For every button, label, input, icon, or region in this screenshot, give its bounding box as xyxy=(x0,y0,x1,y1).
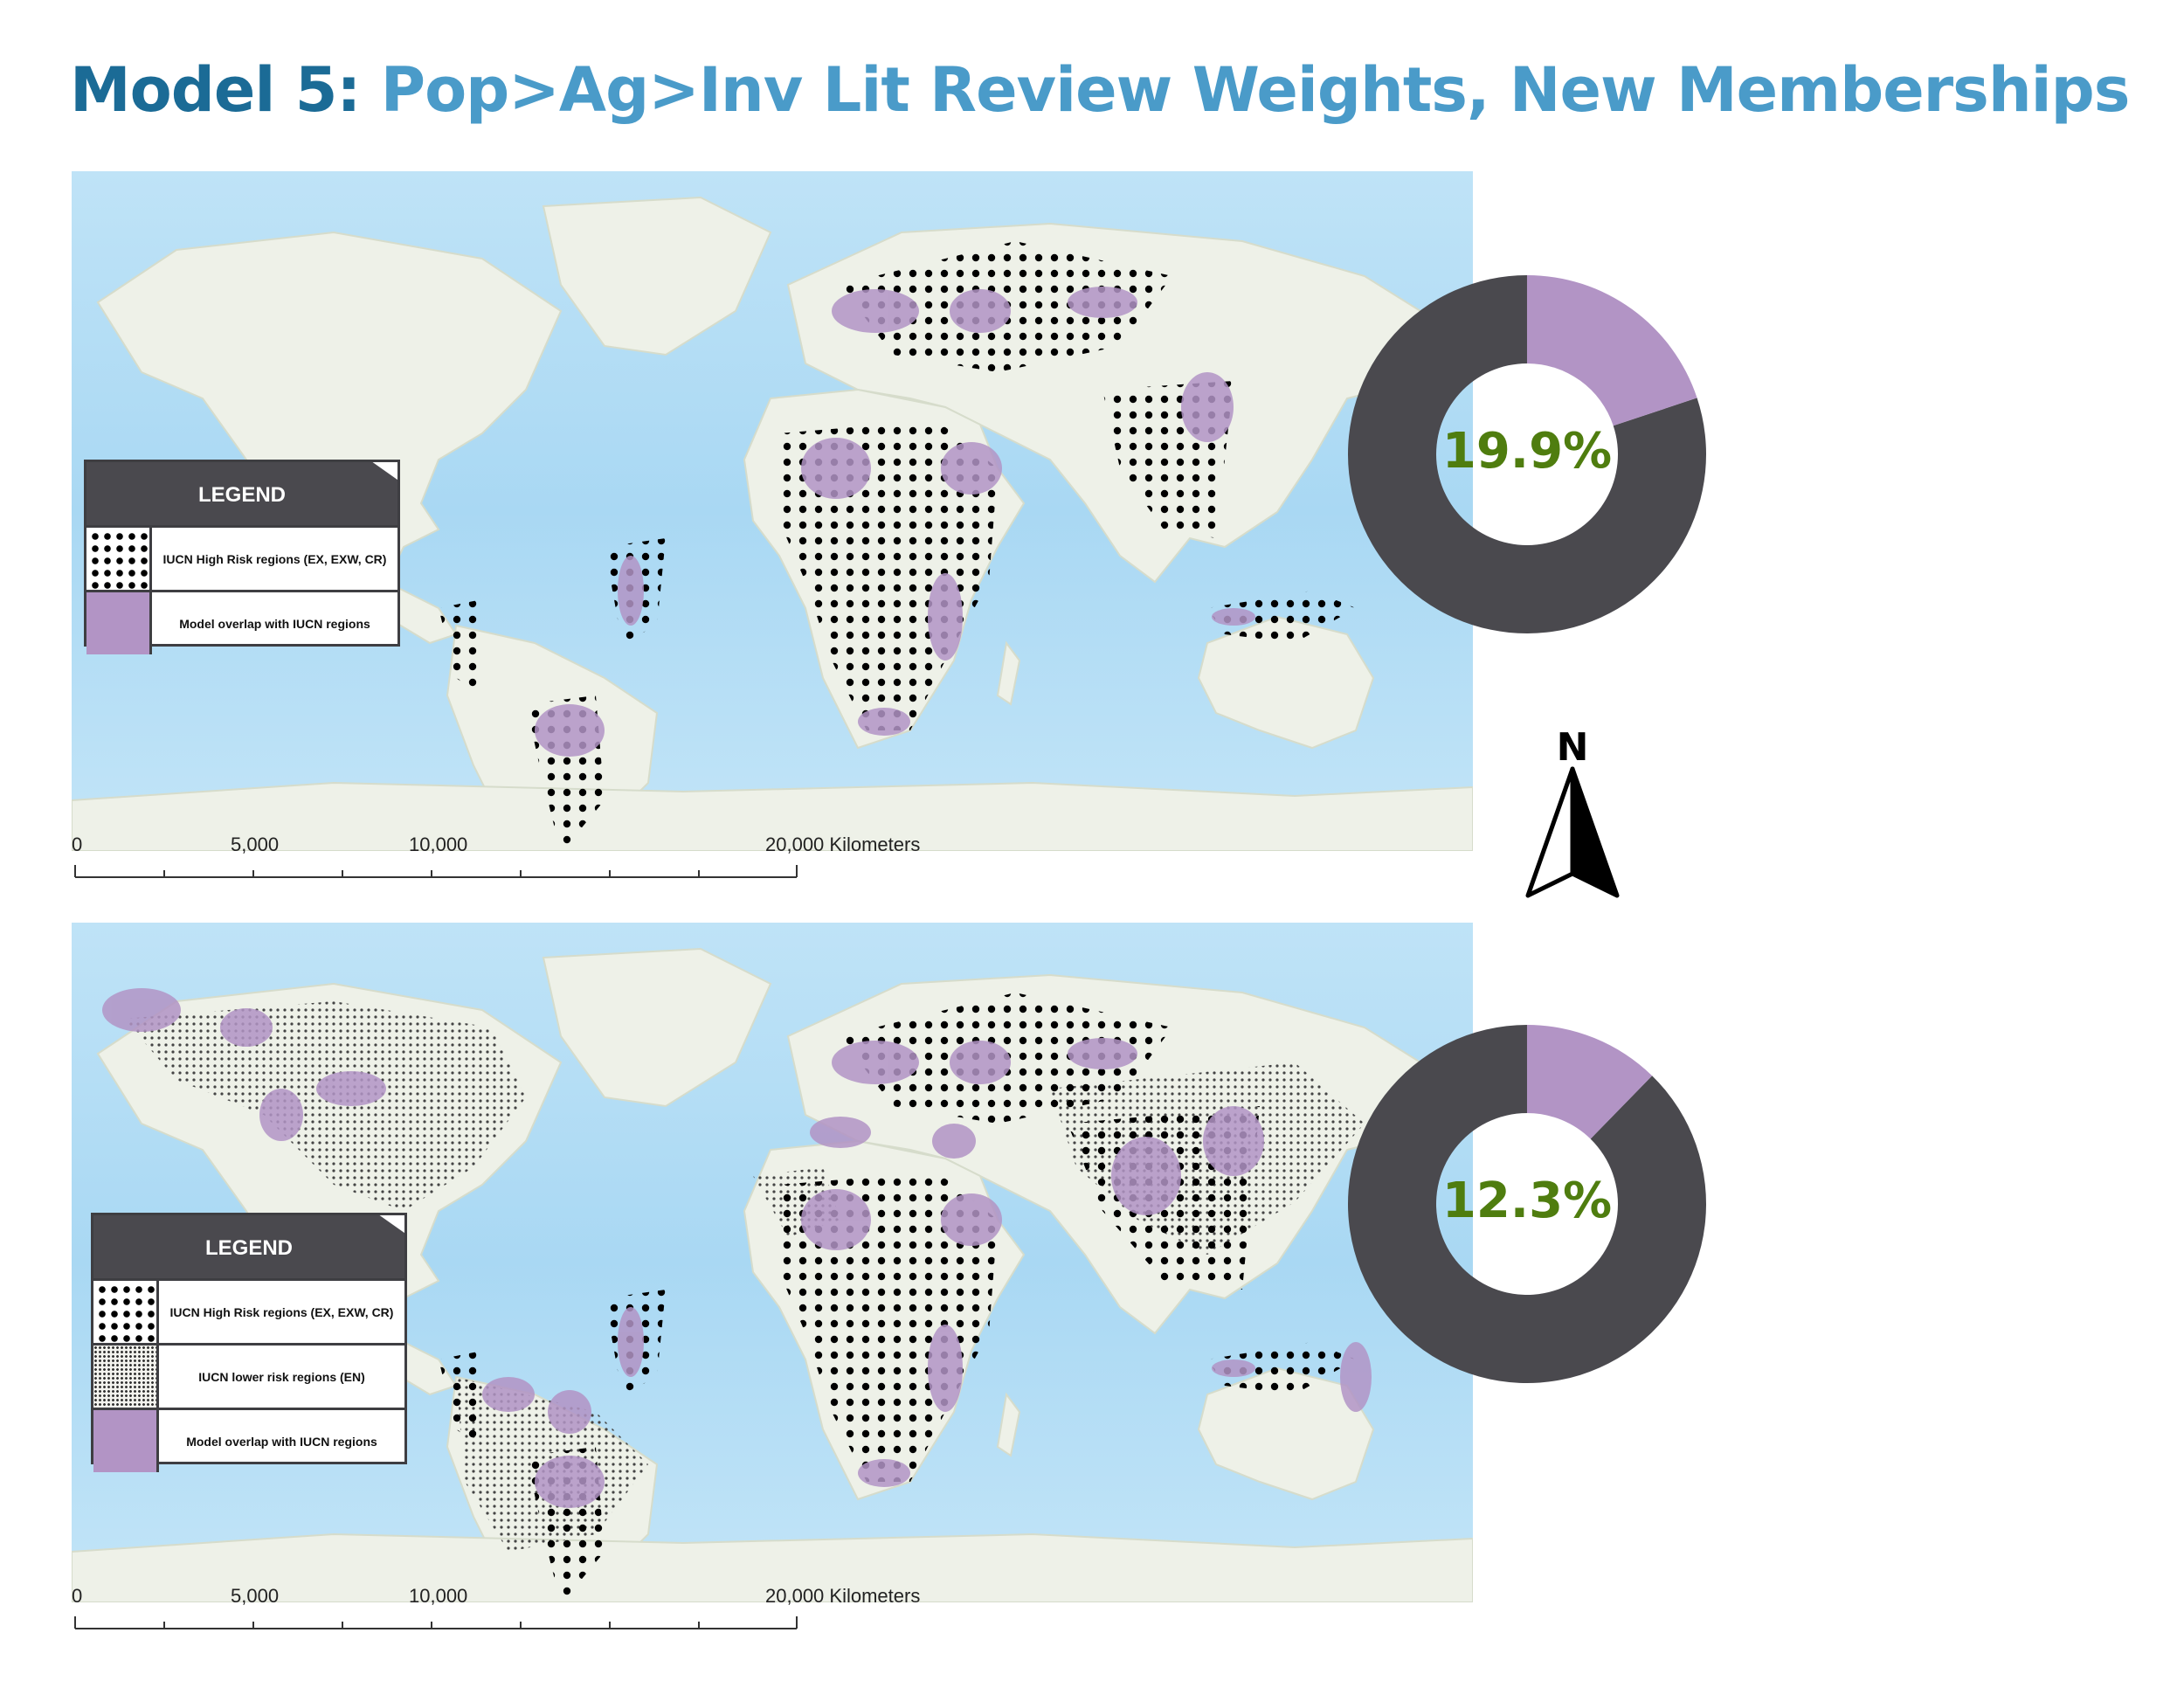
scale-tick-label: 5,000 xyxy=(231,1585,280,1607)
bottom-legend-label-overlap: Model overlap with IUCN regions xyxy=(186,1434,377,1449)
bottom-legend-item-high-risk: IUCN High Risk regions (EX, EXW, CR) xyxy=(93,1278,404,1343)
scale-tick-label: 0 xyxy=(72,834,83,855)
title-model-description: Pop>Ag>Inv Lit Review Weights, New Membe… xyxy=(380,54,2131,126)
bottom-legend-label-high-risk: IUCN High Risk regions (EX, EXW, CR) xyxy=(169,1304,394,1319)
bottom-overlap-donut xyxy=(1348,1025,1706,1383)
top-legend-item-overlap: Model overlap with IUCN regions xyxy=(86,590,397,654)
bottom-legend-label-lower-risk: IUCN lower risk regions (EN) xyxy=(198,1369,365,1384)
donut-remainder-slice xyxy=(1348,275,1706,633)
top-overlap-percent: 19.9% xyxy=(1441,423,1613,480)
scale-ruler xyxy=(74,1616,798,1629)
scale-tick-label: 5,000 xyxy=(231,834,280,855)
donut-overlap-slice xyxy=(1527,1025,1653,1139)
overlap-swatch xyxy=(93,1410,159,1472)
scale-tick-label: 10,000 xyxy=(409,1585,468,1607)
bottom-legend-item-overlap: Model overlap with IUCN regions xyxy=(93,1408,404,1472)
north-arrow-icon: N xyxy=(1525,725,1620,898)
madagascar xyxy=(996,1392,1021,1457)
donut-overlap-slice xyxy=(1527,275,1697,426)
lower-risk-swatch xyxy=(93,1346,159,1408)
north-label: N xyxy=(1557,725,1589,770)
bottom-map-legend: LEGEND IUCN High Risk regions (EX, EXW, … xyxy=(91,1213,407,1472)
bottom-world-map[interactable]: LEGEND IUCN High Risk regions (EX, EXW, … xyxy=(72,923,1473,1602)
madagascar xyxy=(996,640,1021,706)
top-legend-label-high-risk: IUCN High Risk regions (EX, EXW, CR) xyxy=(162,551,387,566)
top-world-map[interactable]: LEGEND IUCN High Risk regions (EX, EXW, … xyxy=(72,171,1473,851)
top-map-legend: LEGEND IUCN High Risk regions (EX, EXW, … xyxy=(84,460,400,654)
antarctica xyxy=(72,1532,1473,1602)
antarctica xyxy=(72,781,1473,851)
bottom-overlap-percent: 12.3% xyxy=(1441,1173,1613,1229)
scale-tick-label: 0 xyxy=(72,1585,83,1607)
scale-tick-label: 10,000 xyxy=(409,834,468,855)
scale-tick-label: 20,000 Kilometers xyxy=(765,834,921,855)
model-overlap-regions xyxy=(535,287,1255,757)
page-title: Model 5: Pop>Ag>Inv Lit Review Weights, … xyxy=(70,54,2131,126)
top-map-graphic xyxy=(72,171,1473,851)
greenland xyxy=(542,947,772,1108)
top-scale-bar: 0 5,000 10,000 20,000 Kilometers xyxy=(72,828,920,889)
bottom-legend-item-lower-risk: IUCN lower risk regions (EN) xyxy=(93,1343,404,1408)
greenland xyxy=(542,196,772,356)
bottom-scale-bar: 0 5,000 10,000 20,000 Kilometers xyxy=(72,1580,920,1641)
top-legend-item-high-risk: IUCN High Risk regions (EX, EXW, CR) xyxy=(86,525,397,590)
high-risk-swatch xyxy=(86,528,152,590)
donut-remainder-slice xyxy=(1348,1025,1706,1383)
top-overlap-donut xyxy=(1348,275,1706,633)
scale-ruler xyxy=(74,865,798,878)
north-america xyxy=(96,231,563,584)
top-legend-heading: LEGEND xyxy=(86,462,397,525)
scale-tick-label: 20,000 Kilometers xyxy=(765,1585,921,1607)
high-risk-swatch xyxy=(93,1281,159,1343)
model-overlap-regions xyxy=(102,988,1372,1508)
bottom-legend-heading: LEGEND xyxy=(93,1215,404,1278)
title-model-number: Model 5: xyxy=(70,54,361,126)
top-legend-label-overlap: Model overlap with IUCN regions xyxy=(179,616,370,631)
overlap-swatch xyxy=(86,592,152,654)
